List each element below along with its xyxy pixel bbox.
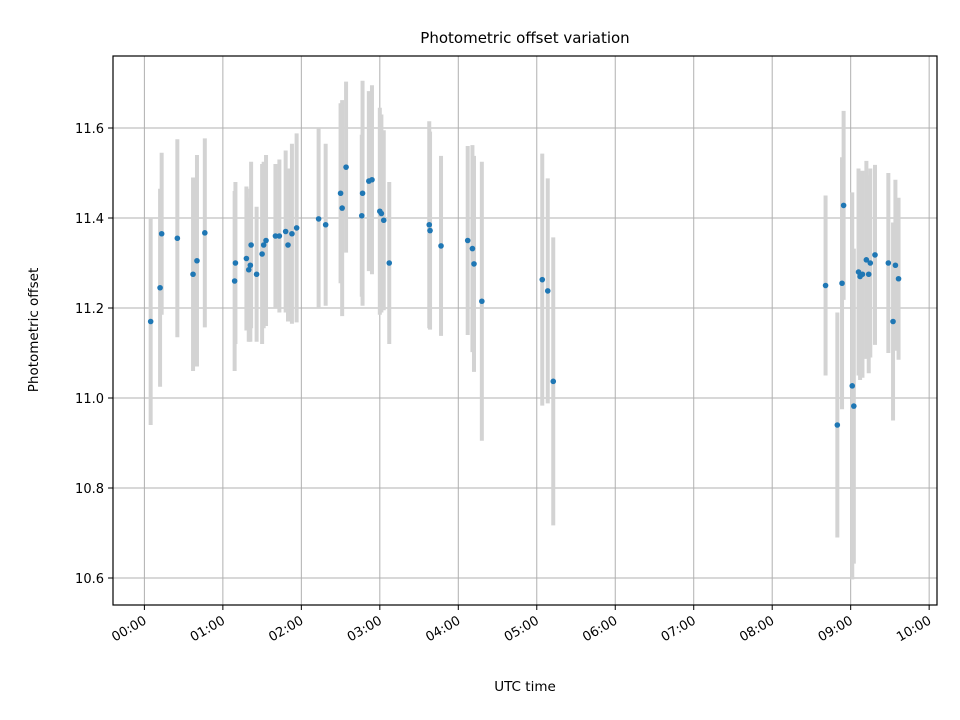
data-point	[380, 217, 387, 224]
data-point	[471, 261, 477, 267]
data-point	[358, 212, 365, 219]
data-point	[427, 227, 433, 234]
data-point	[174, 235, 181, 242]
data-point	[245, 266, 252, 273]
x-tick-label: 07:00	[659, 613, 699, 645]
data-point	[263, 237, 269, 244]
data-point	[359, 190, 366, 197]
x-tick-label: 03:00	[345, 613, 385, 645]
y-axis-ticks: 10.6 10.8 11.0 11.2 11.4 11.6	[75, 122, 113, 587]
data-point	[322, 221, 329, 228]
data-point	[253, 271, 260, 278]
data-point	[190, 271, 196, 278]
data-point	[386, 260, 393, 266]
x-tick-label: 10:00	[894, 613, 934, 645]
data-point	[464, 237, 471, 244]
y-tick-label: 10.8	[75, 482, 104, 497]
data-point	[243, 255, 250, 262]
data-point	[248, 242, 254, 248]
x-tick-label: 09:00	[816, 613, 856, 645]
data-point	[158, 230, 165, 237]
data-points	[147, 164, 902, 428]
data-point	[885, 260, 892, 266]
y-axis-label: Photometric offset	[26, 268, 42, 392]
data-point	[289, 230, 295, 237]
plot-frame	[112, 55, 938, 606]
x-tick-label: 02:00	[266, 613, 306, 645]
data-point	[194, 257, 200, 264]
y-tick-label: 11.6	[75, 122, 104, 137]
data-point	[315, 216, 322, 222]
data-point	[822, 282, 829, 289]
data-point	[839, 280, 845, 287]
y-tick-label: 11.0	[75, 392, 104, 407]
data-point	[272, 233, 279, 239]
data-point	[865, 271, 872, 278]
data-point	[895, 275, 902, 282]
x-tick-label: 06:00	[580, 613, 620, 645]
data-point	[892, 262, 899, 269]
data-point	[337, 190, 344, 197]
data-point	[479, 298, 485, 305]
data-point	[834, 422, 841, 428]
data-point	[339, 205, 345, 211]
data-point	[859, 271, 866, 278]
data-point	[863, 257, 870, 263]
data-point	[890, 318, 896, 325]
data-point	[544, 288, 551, 294]
data-point	[259, 251, 265, 257]
chart-title: Photometric offset variation	[420, 29, 629, 47]
x-tick-label: 04:00	[423, 613, 463, 645]
x-axis-ticks: 00:00 01:00 02:00 03:00 04:00 05:00 06:00 07:00…	[109, 605, 934, 645]
data-point	[282, 228, 289, 235]
x-tick-label: 00:00	[109, 613, 149, 645]
data-point	[469, 245, 476, 252]
data-point	[426, 221, 433, 228]
x-axis-label: UTC time	[494, 679, 556, 695]
data-point	[260, 242, 267, 248]
data-point	[872, 252, 878, 258]
data-point	[202, 230, 208, 236]
data-point	[276, 233, 283, 239]
data-point	[539, 276, 546, 283]
data-point	[232, 260, 239, 266]
data-point	[369, 176, 375, 183]
data-point	[231, 278, 238, 284]
data-point	[343, 164, 349, 170]
y-tick-label: 10.6	[75, 572, 104, 587]
data-point	[851, 403, 857, 409]
data-point	[849, 383, 856, 389]
data-point	[247, 262, 254, 269]
x-tick-label: 05:00	[502, 613, 542, 645]
data-point	[438, 243, 444, 249]
data-point	[378, 210, 385, 217]
data-point	[147, 318, 154, 325]
data-point	[550, 378, 557, 385]
x-tick-label: 01:00	[188, 613, 228, 645]
y-tick-label: 11.2	[75, 302, 104, 317]
data-point	[293, 225, 300, 231]
data-point	[840, 202, 847, 209]
x-tick-label: 08:00	[737, 613, 777, 645]
data-point	[285, 242, 291, 248]
data-point	[157, 284, 163, 291]
y-tick-label: 11.4	[75, 212, 104, 227]
data-point	[867, 260, 874, 266]
